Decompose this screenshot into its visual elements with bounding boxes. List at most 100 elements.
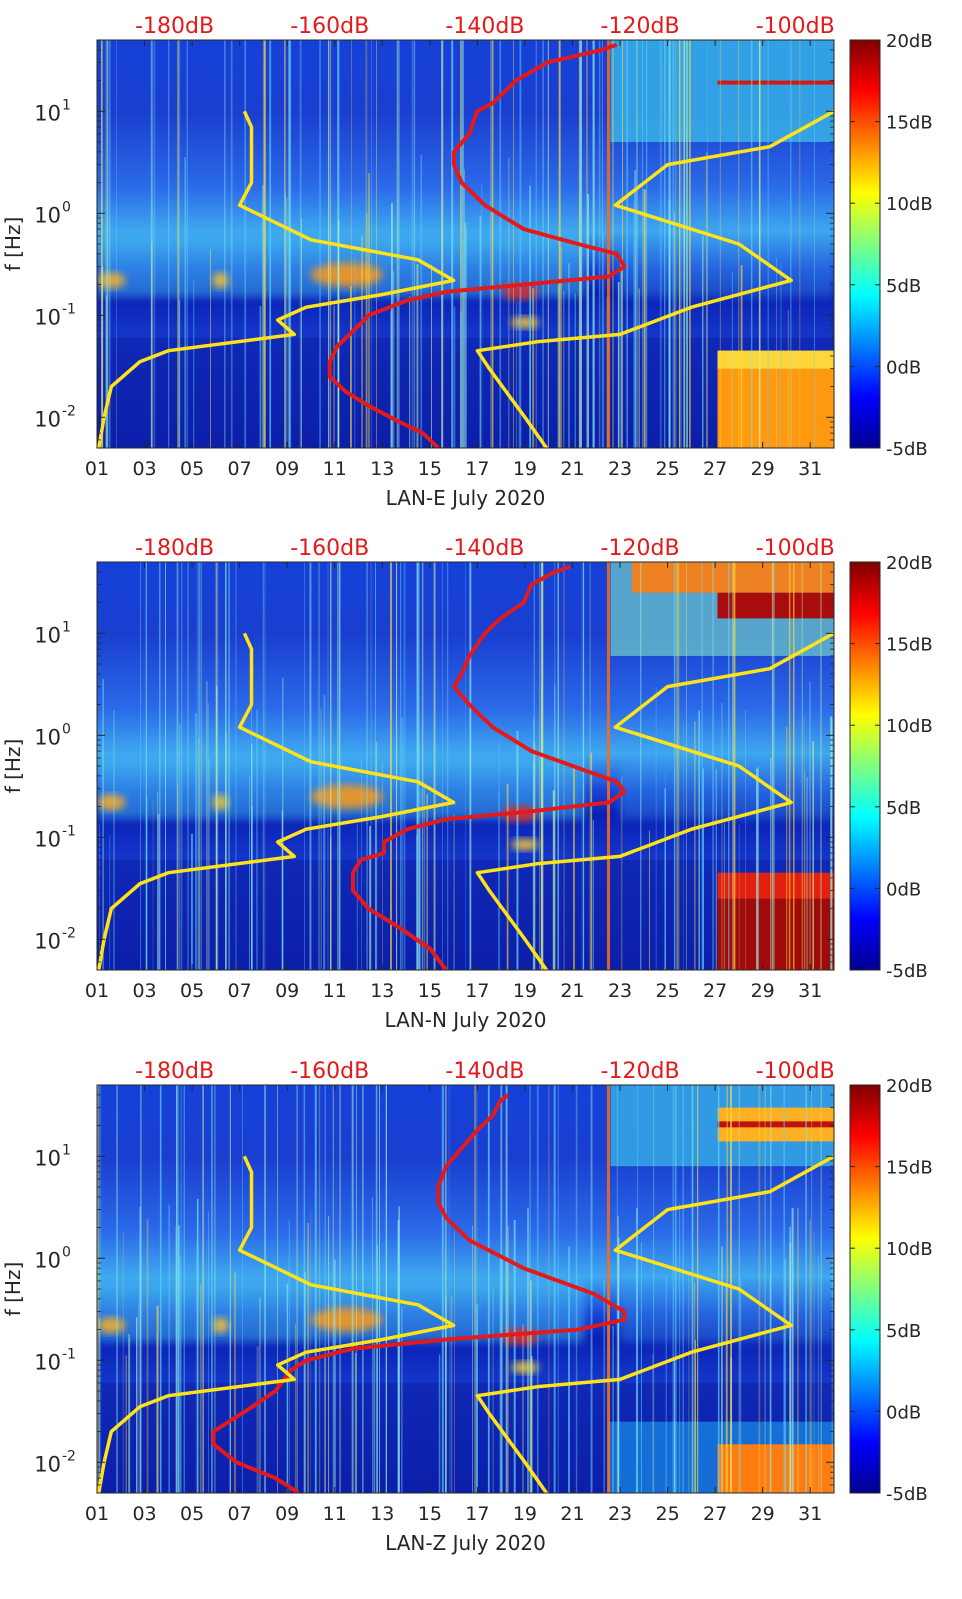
spectral-streak (101, 40, 103, 448)
x-tick-label: 09 (275, 1503, 299, 1525)
spectral-streak (159, 1085, 162, 1493)
top-axis-label: -140dB (445, 536, 524, 561)
y-axis-label: f [Hz] (1, 739, 25, 794)
spectral-streak (145, 796, 148, 970)
x-tick-label: 11 (323, 980, 347, 1002)
spectral-streak (281, 810, 284, 970)
x-tick-label: 03 (132, 1503, 156, 1525)
colorbar-label: 0dB (886, 1402, 921, 1423)
spectral-streak (719, 40, 721, 448)
spectral-streak (568, 263, 570, 448)
spectral-streak (350, 286, 352, 448)
spectral-streak (390, 562, 392, 970)
spectral-streak (409, 296, 411, 448)
spectral-streak (508, 158, 510, 448)
low-frequency-band (97, 859, 834, 970)
spectral-streak (463, 169, 465, 448)
spectral-streak (371, 40, 372, 448)
spectral-streak (633, 201, 635, 448)
spectral-streak (805, 1085, 807, 1493)
spectral-streak (697, 1085, 699, 1493)
top-axis-label: -120dB (601, 14, 680, 39)
spectral-streak (728, 562, 729, 970)
event-streak (606, 1085, 610, 1493)
hf-noise-top (631, 562, 834, 593)
spectral-streak (176, 562, 179, 970)
spectral-streak (573, 764, 575, 970)
spectral-streak (756, 768, 758, 970)
spectral-streak (691, 1085, 694, 1493)
spectral-streak (793, 562, 795, 970)
spectral-streak (365, 40, 368, 448)
spectral-streak (499, 40, 502, 448)
colorbar-label: -5dB (886, 439, 928, 460)
spectral-streak (391, 203, 393, 448)
spectral-streak (264, 1085, 266, 1493)
spectrogram-image (97, 562, 834, 970)
y-tick-label-base: 10 (34, 1146, 61, 1170)
spectral-streak (294, 1323, 296, 1493)
spectral-streak (208, 1211, 209, 1493)
spectral-streak (574, 293, 576, 448)
spectral-streak (431, 264, 432, 448)
spectral-streak (351, 40, 352, 448)
hf-noise-line (717, 80, 834, 85)
spectral-streak (717, 1085, 720, 1493)
spectral-streak (438, 1354, 441, 1493)
spectral-streak (370, 562, 372, 970)
spectral-streak (675, 1085, 677, 1493)
colorbar-label: 0dB (886, 879, 921, 900)
spectral-streak (375, 562, 376, 970)
x-tick-label: 05 (180, 1503, 204, 1525)
spectral-streak (725, 1286, 727, 1493)
spectral-streak (334, 1259, 336, 1493)
spectral-streak (701, 562, 703, 970)
colorbar (849, 1084, 881, 1494)
spectral-streak (721, 1246, 723, 1493)
colorbar-label: 10dB (886, 194, 933, 215)
spectral-streak (256, 1346, 259, 1493)
spectral-streak (529, 178, 531, 448)
spectral-streak (179, 40, 181, 448)
spectral-streak (479, 215, 482, 448)
spectral-streak (804, 771, 806, 970)
spectral-streak (539, 562, 540, 970)
spectral-streak (206, 681, 208, 970)
spectral-streak (180, 1085, 182, 1493)
spectral-streak (416, 562, 418, 970)
x-tick-label: 07 (228, 1503, 252, 1525)
spectral-streak (636, 40, 637, 448)
spectral-streak (450, 1295, 453, 1493)
spectral-streak (634, 170, 636, 448)
reference-curve-2 (475, 1154, 834, 1493)
spectral-streak (361, 235, 363, 448)
colorbar (849, 561, 881, 971)
spectral-streak (187, 562, 189, 970)
spectral-streak (541, 562, 544, 970)
spectral-streak (146, 1219, 149, 1493)
spectral-streak (553, 562, 556, 970)
lf-noise-core (717, 1444, 834, 1493)
top-axis-label: -160dB (290, 14, 369, 39)
spectral-streak (196, 1198, 199, 1493)
spectral-streak (225, 562, 227, 970)
spectral-streak (244, 40, 247, 448)
spectral-streak (373, 1343, 375, 1493)
spectral-streak (702, 235, 704, 448)
spectral-streak (286, 1283, 288, 1493)
x-tick-label: 27 (703, 458, 727, 480)
spectral-streak (683, 721, 684, 970)
spectral-streak (721, 703, 723, 970)
spectral-streak (558, 40, 561, 448)
spectral-streak (686, 562, 687, 970)
energy-hotspot-0 (97, 272, 126, 289)
spectral-streak (145, 562, 147, 970)
spectral-streak (686, 40, 688, 448)
spectral-streak (557, 284, 559, 448)
y-tick-label-base: 10 (34, 1452, 61, 1476)
spectral-streak (151, 242, 153, 448)
energy-hotspot-0 (97, 794, 126, 811)
spectral-streak (745, 709, 746, 970)
energy-hotspot-2 (310, 262, 383, 287)
